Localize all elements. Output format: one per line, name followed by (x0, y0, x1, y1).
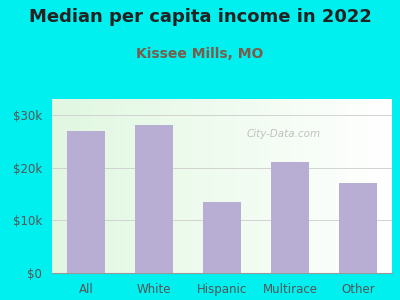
Bar (203, 202, 241, 273)
Text: Median per capita income in 2022: Median per capita income in 2022 (28, 8, 372, 26)
Text: City-Data.com: City-Data.com (246, 129, 320, 139)
Bar (339, 183, 377, 273)
Bar (67, 130, 105, 273)
Bar (271, 162, 309, 273)
Text: Kissee Mills, MO: Kissee Mills, MO (136, 46, 264, 61)
Bar (135, 125, 173, 273)
